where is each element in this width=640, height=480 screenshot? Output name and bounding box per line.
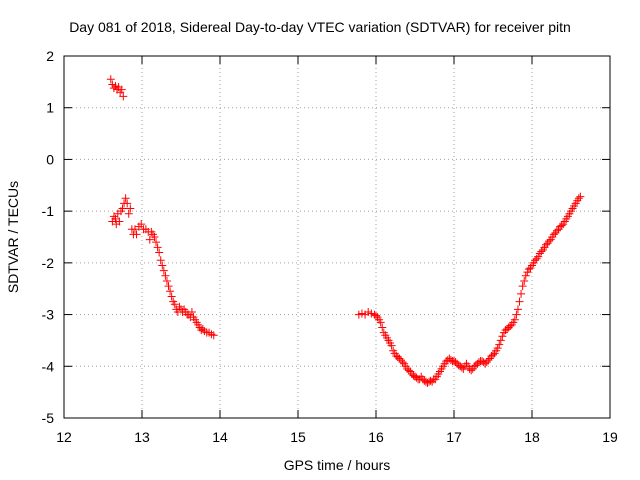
data-point bbox=[552, 226, 561, 235]
data-point bbox=[520, 276, 529, 285]
data-point bbox=[145, 235, 154, 244]
data-point bbox=[398, 358, 407, 367]
data-point bbox=[537, 247, 546, 256]
data-point bbox=[156, 256, 165, 265]
data-points bbox=[106, 75, 585, 387]
data-point bbox=[517, 289, 526, 298]
data-point bbox=[137, 220, 146, 229]
data-point bbox=[510, 315, 519, 324]
data-point bbox=[515, 297, 524, 306]
data-point bbox=[115, 217, 124, 226]
data-point bbox=[198, 325, 207, 334]
y-tick-label: 2 bbox=[46, 48, 54, 64]
data-point bbox=[378, 323, 387, 332]
x-tick-label: 14 bbox=[212, 429, 228, 445]
data-point bbox=[495, 340, 504, 349]
data-point bbox=[521, 271, 530, 280]
plot-frame bbox=[63, 55, 611, 419]
x-tick-label: 17 bbox=[446, 429, 462, 445]
data-point bbox=[545, 237, 554, 246]
data-point bbox=[162, 276, 171, 285]
x-tick-label: 13 bbox=[134, 429, 150, 445]
data-point bbox=[161, 271, 170, 280]
data-point bbox=[170, 300, 179, 309]
data-point bbox=[576, 192, 585, 201]
x-tick-label: 18 bbox=[524, 429, 540, 445]
data-point bbox=[126, 204, 135, 213]
data-point bbox=[209, 331, 218, 340]
data-point bbox=[155, 248, 164, 257]
x-tick-label: 15 bbox=[290, 429, 306, 445]
data-point bbox=[119, 92, 128, 101]
data-point bbox=[493, 344, 502, 353]
data-point bbox=[518, 282, 527, 291]
data-point bbox=[496, 336, 505, 345]
data-point bbox=[159, 266, 168, 275]
y-tick-label: 1 bbox=[46, 100, 54, 116]
data-point bbox=[557, 221, 566, 230]
data-point bbox=[387, 341, 396, 350]
data-point bbox=[152, 238, 161, 247]
data-point bbox=[132, 230, 141, 239]
y-tick-label: -4 bbox=[42, 358, 55, 374]
y-tick-label: -3 bbox=[42, 307, 55, 323]
y-tick-label: 0 bbox=[46, 151, 54, 167]
data-point bbox=[513, 305, 522, 314]
y-tick-label: -2 bbox=[42, 255, 55, 271]
data-point bbox=[532, 254, 541, 263]
data-point bbox=[498, 332, 507, 341]
data-point bbox=[121, 194, 130, 203]
y-tick-label: -1 bbox=[42, 203, 55, 219]
data-point bbox=[118, 204, 127, 213]
data-point bbox=[187, 307, 196, 316]
x-tick-labels: 12 13 14 15 16 17 18 19 bbox=[56, 429, 618, 445]
data-point bbox=[164, 282, 173, 291]
data-point bbox=[484, 356, 493, 365]
data-point bbox=[153, 243, 162, 252]
chart-title: Day 081 of 2018, Sidereal Day-to-day VTE… bbox=[69, 19, 571, 35]
data-point bbox=[117, 85, 126, 94]
data-point bbox=[166, 287, 175, 296]
data-point bbox=[489, 350, 497, 359]
data-point bbox=[372, 311, 380, 320]
y-tick-labels: -5 -4 -3 -2 -1 0 1 2 bbox=[42, 48, 55, 426]
data-point bbox=[512, 310, 521, 319]
x-tick-label: 12 bbox=[56, 429, 72, 445]
y-tick-label: -5 bbox=[42, 410, 55, 426]
grid-lines bbox=[64, 56, 610, 418]
x-tick-label: 16 bbox=[368, 429, 384, 445]
data-point bbox=[150, 233, 159, 241]
data-point bbox=[574, 194, 583, 203]
data-point bbox=[158, 261, 167, 270]
data-point bbox=[123, 199, 132, 208]
data-point bbox=[124, 209, 133, 218]
x-tick-label: 19 bbox=[602, 429, 618, 445]
axis-ticks bbox=[63, 55, 611, 419]
data-point bbox=[467, 366, 476, 375]
data-point bbox=[106, 75, 115, 84]
data-point bbox=[167, 292, 176, 301]
data-point bbox=[376, 318, 385, 327]
x-axis-label: GPS time / hours bbox=[284, 457, 391, 473]
y-axis-label: SDTVAR / TECUs bbox=[5, 181, 21, 293]
